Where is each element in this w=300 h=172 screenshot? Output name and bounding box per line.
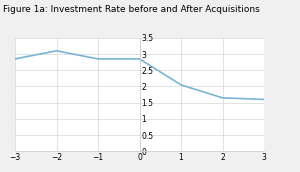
Text: Figure 1a: Investment Rate before and After Acquisitions: Figure 1a: Investment Rate before and Af… [3, 5, 260, 14]
